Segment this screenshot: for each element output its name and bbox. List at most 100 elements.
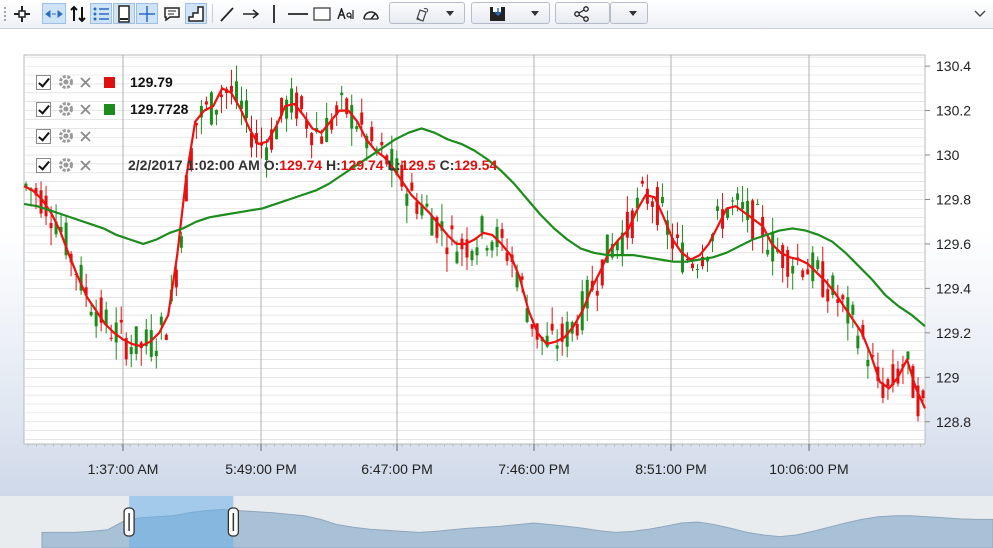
series-visible-checkbox-4[interactable] — [36, 157, 51, 173]
candle-body — [310, 133, 314, 146]
candle-body — [174, 269, 178, 288]
candle-body — [906, 351, 910, 360]
close-icon[interactable] — [79, 159, 92, 172]
close-icon[interactable] — [79, 103, 92, 116]
candle-body — [746, 200, 750, 220]
candle-body — [921, 390, 925, 399]
scroll-tool-button[interactable] — [67, 3, 89, 24]
candle-body — [520, 276, 524, 280]
candle-body — [154, 350, 158, 357]
candle-body — [129, 347, 133, 355]
grid-lines — [24, 55, 925, 444]
list-tool-button[interactable] — [90, 3, 112, 24]
candle-body — [204, 101, 208, 105]
portrait-icon — [118, 4, 130, 23]
candle-body — [861, 324, 865, 337]
candle-body — [731, 200, 735, 202]
candle-body — [826, 289, 830, 302]
trend-line-tool-button[interactable] — [216, 3, 238, 24]
candle-body — [475, 247, 479, 256]
series-visible-checkbox-1[interactable] — [36, 74, 51, 90]
candle-body — [84, 287, 88, 296]
close-icon[interactable] — [79, 130, 92, 143]
candle-body — [871, 355, 875, 357]
candle-body — [500, 229, 504, 238]
candle-body — [415, 201, 419, 214]
candle-body — [786, 250, 790, 277]
candle-body — [706, 257, 710, 262]
series-visible-checkbox-3[interactable] — [36, 128, 51, 144]
candle-body — [525, 308, 529, 323]
candle-body — [360, 112, 364, 125]
candle-body — [575, 323, 579, 336]
candle-body — [260, 143, 264, 146]
rectangle-tool-button[interactable] — [311, 3, 333, 24]
vertical-line-tool-button[interactable] — [264, 3, 284, 24]
y-tick-label: 130.4 — [936, 58, 971, 74]
candle-body — [625, 211, 629, 238]
candle-body — [615, 241, 619, 251]
text-tool-icon — [337, 7, 354, 19]
candle-body — [605, 234, 609, 263]
series-value: 129.79 — [130, 74, 173, 90]
chart-area-tool-button[interactable] — [185, 3, 207, 24]
candle-body — [881, 382, 885, 398]
zoom-drag-tool-button[interactable] — [42, 3, 66, 24]
arrow-line-tool-button[interactable] — [240, 3, 262, 24]
candle-body — [219, 94, 223, 98]
candle-body — [390, 149, 394, 171]
legend-row-3 — [36, 126, 92, 146]
candle-body — [515, 271, 519, 288]
save-icon — [490, 7, 505, 21]
gear-icon[interactable] — [58, 101, 74, 117]
navigator-selection[interactable] — [129, 496, 234, 548]
candle-body — [806, 269, 810, 275]
ohlc-low-label: L: — [387, 157, 401, 173]
candle-body — [250, 132, 254, 148]
plus-cursor-tool-button[interactable] — [136, 3, 158, 24]
crosshair-tool-button[interactable] — [10, 3, 33, 24]
save-dropdown[interactable] — [471, 2, 550, 24]
close-icon[interactable] — [79, 76, 92, 89]
candle-body — [811, 252, 815, 282]
comment-tool-button[interactable] — [160, 3, 184, 24]
speedometer-tool-button[interactable] — [359, 3, 383, 24]
candle-body — [490, 241, 494, 251]
candle-body — [244, 100, 248, 119]
drawing-style-dropdown[interactable] — [389, 2, 465, 24]
candle-body — [430, 216, 434, 236]
series-visible-checkbox-2[interactable] — [36, 101, 51, 117]
share-button[interactable] — [555, 2, 610, 24]
horizontal-line-tool-button[interactable] — [287, 3, 309, 24]
candle-body — [400, 164, 404, 187]
candle-body — [64, 222, 68, 256]
candle-body — [280, 97, 284, 116]
y-tick-label: 129.2 — [936, 325, 971, 341]
gear-icon[interactable] — [58, 157, 74, 173]
x-tick-label: 1:37:00 AM — [88, 461, 159, 477]
candle-body — [405, 193, 409, 206]
collapse-toolbar-icon[interactable] — [974, 10, 986, 18]
candle-body — [495, 226, 499, 248]
candle-body — [214, 109, 218, 115]
text-tool-button[interactable] — [335, 3, 357, 24]
candle-body — [59, 227, 63, 233]
chart-area-icon — [188, 5, 204, 22]
candle-body — [209, 92, 213, 125]
candle-body — [79, 264, 83, 291]
portrait-tool-button[interactable] — [113, 3, 135, 24]
candle-body — [275, 126, 279, 140]
more-dropdown[interactable] — [610, 2, 648, 24]
candle-body — [159, 316, 163, 325]
candle-body — [781, 245, 785, 269]
share-icon — [574, 6, 589, 22]
ohlc-high: 129.74 — [340, 157, 384, 173]
range-navigator[interactable] — [0, 496, 993, 548]
candle-body — [766, 249, 770, 255]
candle-body — [320, 136, 324, 144]
x-tick-label: 5:49:00 PM — [225, 461, 297, 477]
gear-icon[interactable] — [58, 74, 74, 90]
gear-icon[interactable] — [58, 128, 74, 144]
horizontal-line-icon — [288, 12, 308, 15]
